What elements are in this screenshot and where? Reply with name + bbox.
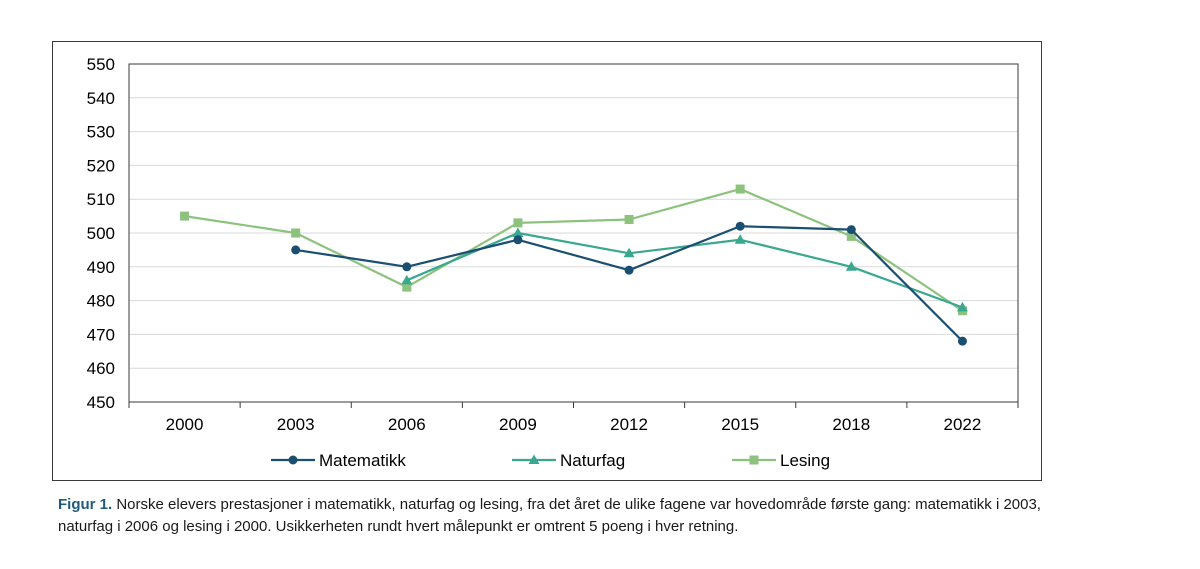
x-tick-label: 2003 xyxy=(277,415,315,434)
data-point-square xyxy=(749,455,759,465)
legend-label: Lesing xyxy=(780,451,830,470)
data-point-circle xyxy=(735,221,745,231)
series-layer xyxy=(180,184,968,346)
x-tick-label: 2018 xyxy=(832,415,870,434)
legend-item-naturfag: Naturfag xyxy=(512,451,625,470)
data-point-triangle xyxy=(528,454,540,464)
y-tick-label: 540 xyxy=(87,89,115,108)
series-matematikk xyxy=(291,221,967,346)
data-point-square xyxy=(291,228,301,238)
legend-label: Naturfag xyxy=(560,451,625,470)
data-point-square xyxy=(624,214,634,224)
legend-item-matematikk: Matematikk xyxy=(271,451,406,470)
data-point-triangle xyxy=(401,274,413,285)
x-axis: 2000 2003 2006 2009 2012 2015 2018 2022 xyxy=(128,402,1019,434)
data-point-circle xyxy=(513,235,523,245)
data-point-triangle xyxy=(956,301,968,312)
y-tick-label: 550 xyxy=(87,55,115,74)
caption-text: Norske elevers prestasjoner i matematikk… xyxy=(58,496,1041,535)
series-naturfag xyxy=(401,227,968,312)
legend-item-lesing: Lesing xyxy=(732,451,830,470)
data-point-square xyxy=(402,282,412,292)
data-point-square xyxy=(846,231,856,241)
chart-frame: 450 460 470 480 490 500 510 520 530 540 550 2000 20… xyxy=(52,41,1042,481)
legend-label: Matematikk xyxy=(319,451,406,470)
data-point-triangle xyxy=(623,247,635,258)
data-point-square xyxy=(180,211,190,221)
data-point-square xyxy=(513,218,523,228)
data-point-circle xyxy=(957,336,967,346)
y-tick-label: 510 xyxy=(87,190,115,209)
y-tick-label: 460 xyxy=(87,359,115,378)
x-tick-label: 2000 xyxy=(166,415,204,434)
legend: Matematikk Naturfag Lesing xyxy=(271,451,830,470)
figure-caption: Figur 1. Norske elevers prestasjoner i m… xyxy=(58,494,1058,538)
x-tick-label: 2009 xyxy=(499,415,537,434)
data-point-square xyxy=(735,184,745,194)
y-tick-label: 470 xyxy=(87,325,115,344)
y-tick-label: 490 xyxy=(87,258,115,277)
data-point-circle xyxy=(288,455,298,465)
data-point-circle xyxy=(846,225,856,235)
data-point-circle xyxy=(291,245,301,255)
caption-label: Figur 1. xyxy=(58,496,113,513)
y-tick-label: 450 xyxy=(87,393,115,412)
y-tick-label: 530 xyxy=(87,123,115,142)
y-tick-label: 500 xyxy=(87,224,115,243)
grid-lines xyxy=(129,97,1018,369)
series-line xyxy=(406,231,963,309)
x-tick-label: 2012 xyxy=(610,415,648,434)
x-tick-label: 2015 xyxy=(721,415,759,434)
x-tick-label: 2006 xyxy=(388,415,426,434)
data-point-triangle xyxy=(845,261,857,271)
data-point-triangle xyxy=(734,234,746,244)
data-point-triangle xyxy=(512,227,524,237)
y-tick-label: 480 xyxy=(87,292,115,311)
x-tick-label: 2022 xyxy=(944,415,982,434)
y-axis: 450 460 470 480 490 500 510 520 530 540 550 xyxy=(87,55,115,412)
data-point-circle xyxy=(402,262,412,272)
y-tick-label: 520 xyxy=(87,156,115,175)
data-point-circle xyxy=(624,265,634,275)
